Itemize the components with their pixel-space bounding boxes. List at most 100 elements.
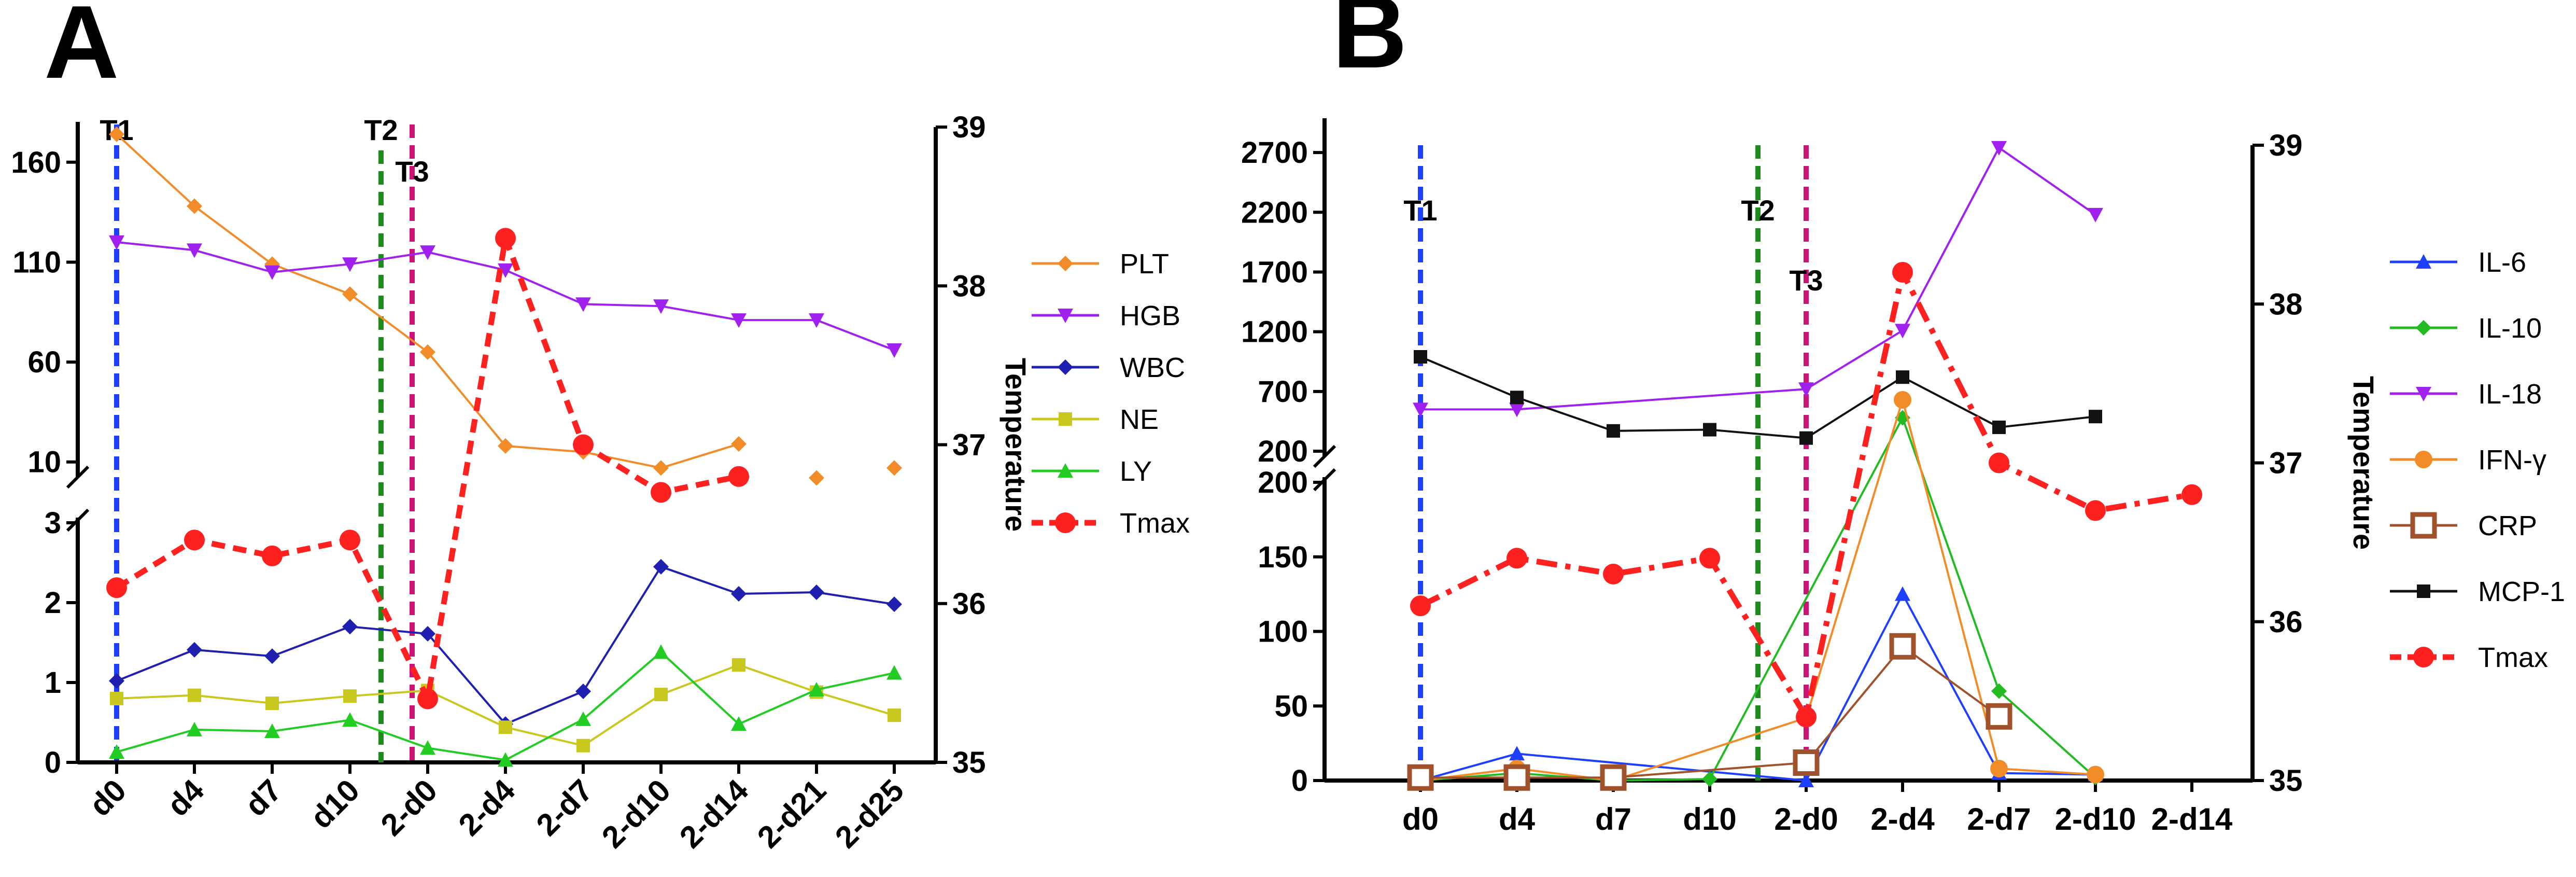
- legend-label-il-10: IL-10: [2478, 313, 2542, 344]
- legend-marker-plt: [1058, 256, 1073, 271]
- axis-break-mark: [1313, 468, 1336, 492]
- data-point-ne: [265, 697, 279, 711]
- legend-label-wbc: WBC: [1120, 352, 1185, 383]
- marker-label-t2: T2: [1741, 194, 1775, 227]
- data-point-ly: [420, 740, 435, 755]
- data-point-ly: [809, 681, 824, 697]
- data-point-il-18: [1798, 382, 1814, 397]
- data-point-ly: [264, 723, 280, 738]
- left-tick-label: 200: [1258, 466, 1308, 499]
- marker-label-t2: T2: [364, 114, 398, 146]
- data-point-wbc: [886, 596, 902, 612]
- data-point-il-18: [2088, 207, 2103, 222]
- legend-label-hgb: HGB: [1120, 300, 1180, 331]
- series-line-wbc: [116, 565, 895, 726]
- legend-label-tmax: Tmax: [2478, 642, 2548, 673]
- data-point-il-6: [1509, 746, 1525, 761]
- left-tick-label: 1: [45, 666, 61, 700]
- data-point-il-18: [1413, 402, 1428, 417]
- data-point-hgb: [886, 343, 902, 358]
- right-tick-label: 39: [2269, 129, 2303, 162]
- data-point-mcp-1: [1703, 423, 1716, 437]
- axis-break-mark: [66, 508, 90, 532]
- data-point-crp: [1889, 633, 1916, 660]
- series-line-crp: [1420, 645, 2000, 779]
- data-point-crp: [1407, 764, 1434, 791]
- marker-label-t3: T3: [1789, 264, 1823, 297]
- right-tick-label: 37: [2269, 447, 2303, 480]
- right-tick-label: 36: [952, 587, 986, 621]
- x-tick-label-d10: d10: [1683, 802, 1736, 837]
- data-point-wbc: [342, 619, 358, 635]
- data-point-ly: [342, 712, 358, 727]
- data-point-wbc: [575, 683, 591, 699]
- series-line-ly: [116, 651, 895, 761]
- legend-marker-il-10: [2416, 320, 2431, 336]
- right-tick-label: 35: [2269, 764, 2303, 798]
- right-tick-label: 39: [952, 110, 986, 144]
- x-tick-label-2-d21: 2-d21: [751, 773, 833, 855]
- data-point-wbc: [420, 626, 435, 642]
- x-tick-label-2-d0: 2-d0: [374, 773, 444, 843]
- data-point-il-18: [1895, 324, 1910, 339]
- data-point-mcp-1: [1510, 391, 1524, 405]
- data-point-hgb: [809, 313, 824, 328]
- panel-a: A 10 60 110 160 0 1 2 3 35 36 37 38 39 Temperature d0 d4…: [11, 0, 1190, 855]
- data-point-tmax: [1796, 706, 1817, 728]
- legend-label-ne: NE: [1120, 404, 1159, 435]
- data-point-wbc: [809, 584, 824, 600]
- legend-label-tmax: Tmax: [1120, 508, 1190, 539]
- data-point-ne: [576, 739, 590, 753]
- right-tick-label: 38: [952, 269, 986, 303]
- data-point-ly: [109, 744, 124, 759]
- data-point-ly: [653, 644, 669, 659]
- left-tick-label: 60: [27, 345, 61, 379]
- data-point-mcp-1: [1607, 424, 1620, 438]
- data-point-plt: [886, 460, 902, 476]
- x-tick-label-d7: d7: [238, 773, 288, 823]
- data-point-wbc: [653, 559, 669, 575]
- data-point-ifn-: [1894, 391, 1911, 409]
- data-point-il-6: [1895, 586, 1910, 601]
- data-point-plt: [420, 344, 435, 360]
- x-tick-label-d0: d0: [1402, 802, 1439, 837]
- data-point-mcp-1: [1799, 431, 1813, 445]
- x-tick-label-2-d14: 2-d14: [673, 772, 755, 855]
- legend-label-ly: LY: [1120, 456, 1152, 487]
- series-line-tmax: [1419, 269, 2192, 720]
- left-tick-label: 0: [45, 746, 61, 779]
- data-point-tmax: [495, 228, 516, 249]
- data-point-crp: [1503, 764, 1530, 791]
- left-tick-label: 1200: [1241, 315, 1308, 349]
- legend-label-crp: CRP: [2478, 510, 2537, 541]
- right-axis-label: Temperature: [2347, 376, 2380, 550]
- left-tick-label: 200: [1258, 435, 1308, 468]
- data-point-ne: [343, 689, 357, 703]
- data-point-ne: [654, 688, 668, 702]
- data-point-tmax: [651, 482, 671, 503]
- left-tick-label: 2: [45, 586, 61, 620]
- legend-marker-crp: [2410, 512, 2437, 539]
- data-point-tmax: [1989, 452, 2009, 474]
- data-point-tmax: [1507, 548, 1527, 569]
- left-tick-label: 2700: [1241, 136, 1308, 170]
- left-tick-label: 160: [11, 146, 61, 179]
- legend-label-ifn-: IFN-γ: [2478, 444, 2546, 476]
- data-point-hgb: [498, 263, 513, 278]
- panel-letter-b: B: [1332, 0, 1407, 90]
- data-point-tmax: [106, 577, 127, 598]
- x-tick-label-2-d0: 2-d0: [1774, 802, 1838, 837]
- data-point-plt: [109, 126, 124, 142]
- legend-label-plt: PLT: [1120, 248, 1169, 280]
- left-tick-label: 1700: [1241, 255, 1308, 289]
- data-point-crp: [1793, 749, 1820, 776]
- data-point-il-18: [1991, 141, 2007, 156]
- data-point-tmax: [262, 545, 283, 566]
- data-point-wbc: [264, 648, 280, 664]
- legend-marker-ly: [1058, 463, 1073, 478]
- x-tick-label-2-d4: 2-d4: [452, 772, 522, 842]
- data-point-tmax: [340, 530, 360, 551]
- data-point-mcp-1: [1896, 370, 1909, 384]
- left-tick-label: 100: [1258, 615, 1308, 649]
